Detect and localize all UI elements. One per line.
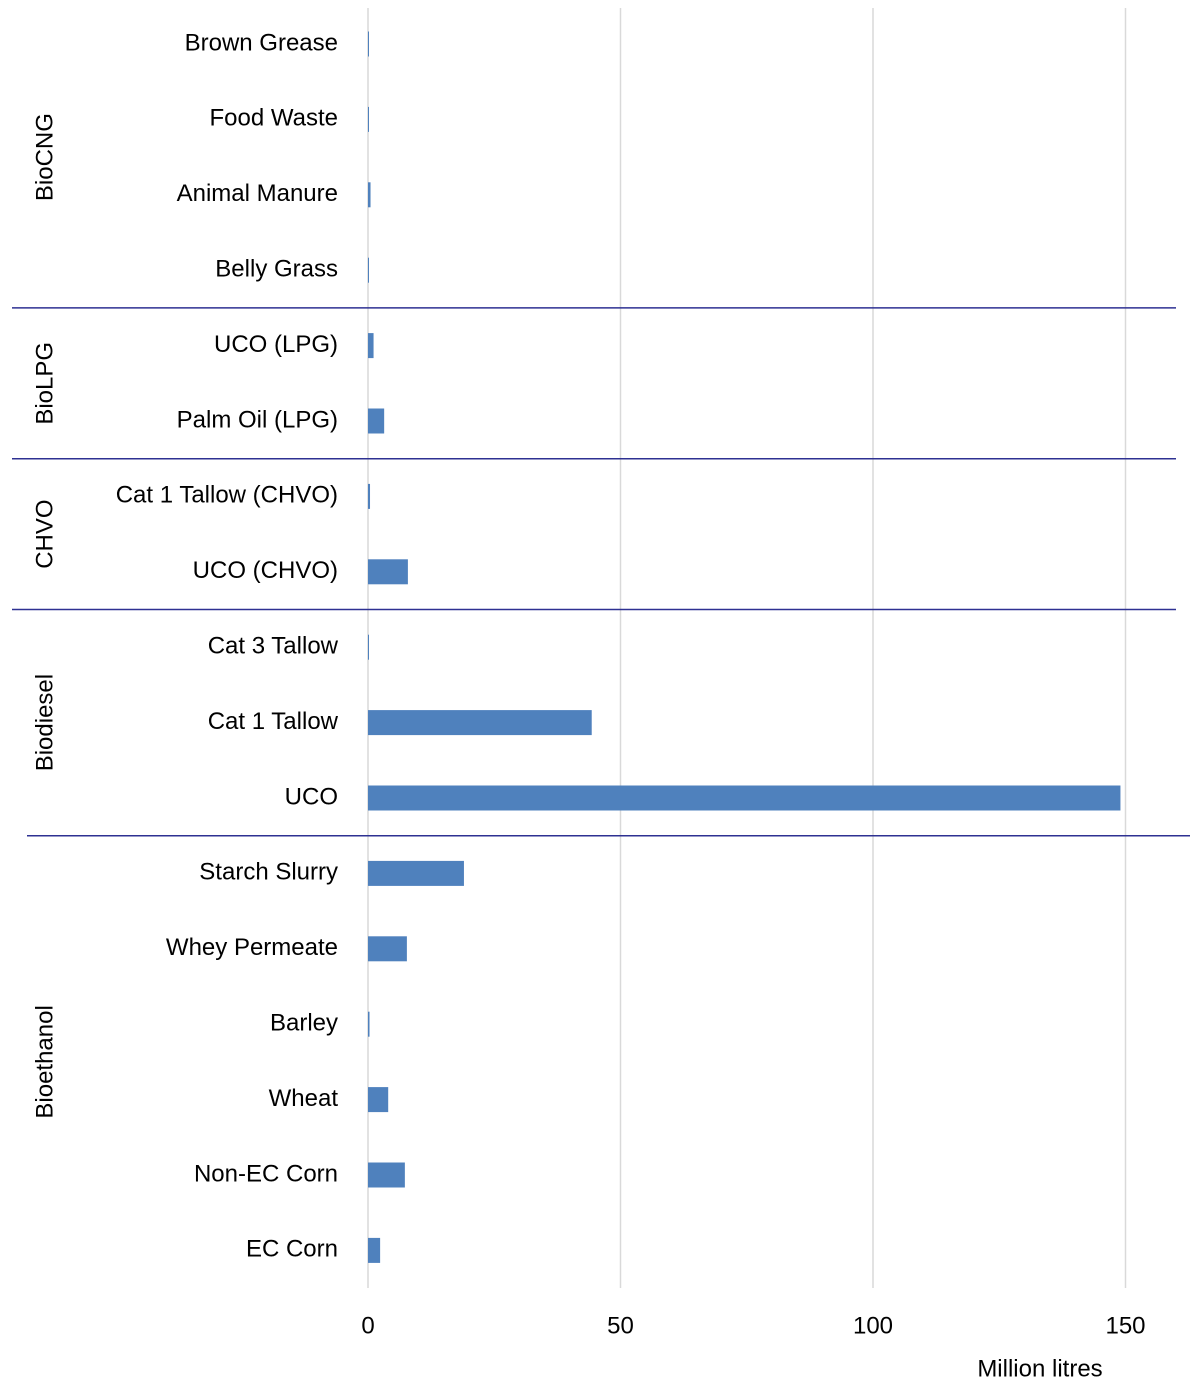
x-tick-label: 150 <box>1105 1312 1145 1339</box>
bar <box>368 634 369 660</box>
bar <box>368 860 464 886</box>
bar <box>368 1237 381 1263</box>
y-tick-label: Food Waste <box>210 105 339 132</box>
x-tick-label: 50 <box>607 1312 634 1339</box>
y-tick-label: Whey Permeate <box>166 934 338 961</box>
y-tick-label: Wheat <box>269 1085 339 1112</box>
y-tick-label: Cat 1 Tallow (CHVO) <box>116 482 338 509</box>
y-tick-label: UCO <box>285 783 338 810</box>
y-tick-label: Cat 3 Tallow <box>208 633 339 660</box>
y-tick-label: Brown Grease <box>185 29 338 56</box>
bar <box>368 785 1121 811</box>
bar <box>368 936 407 962</box>
group-label: BioCNG <box>31 113 58 201</box>
bar <box>368 408 385 434</box>
y-tick-label: Barley <box>270 1010 338 1037</box>
bar <box>368 1087 389 1113</box>
bar <box>368 1162 405 1188</box>
y-tick-label: UCO (LPG) <box>214 331 338 358</box>
group-label: CHVO <box>31 499 58 568</box>
group-label: BioLPG <box>31 342 58 425</box>
bar <box>368 333 374 359</box>
y-tick-label: Belly Grass <box>215 256 338 283</box>
bar <box>368 31 369 57</box>
y-tick-label: Starch Slurry <box>199 859 338 886</box>
y-tick-label: Non-EC Corn <box>194 1160 338 1187</box>
x-axis-label: Million litres <box>977 1355 1102 1382</box>
y-tick-label: Cat 1 Tallow <box>208 708 339 735</box>
x-tick-label: 0 <box>361 1312 374 1339</box>
y-tick-label: EC Corn <box>246 1236 338 1263</box>
bar <box>368 182 371 208</box>
bar <box>368 1011 370 1037</box>
y-tick-label: UCO (CHVO) <box>193 557 338 584</box>
group-label: Bioethanol <box>31 1005 58 1118</box>
bar <box>368 483 371 509</box>
x-tick-label: 100 <box>853 1312 893 1339</box>
y-tick-label: Palm Oil (LPG) <box>177 406 338 433</box>
group-label: Biodiesel <box>31 674 58 771</box>
bar <box>368 257 369 283</box>
bar <box>368 559 408 585</box>
bar <box>368 710 592 736</box>
y-tick-label: Animal Manure <box>177 180 338 207</box>
bar <box>368 106 369 132</box>
